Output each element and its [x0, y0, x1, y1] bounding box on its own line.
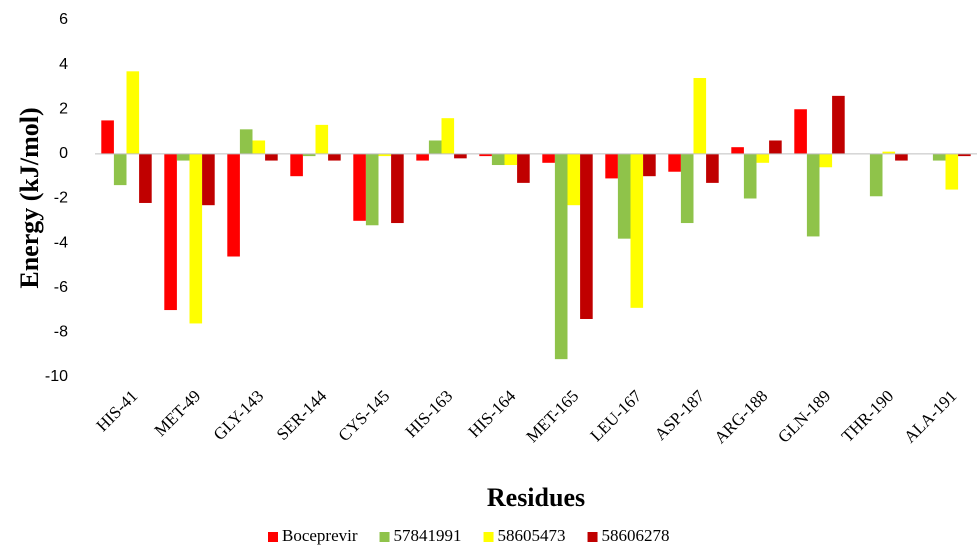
- legend-label: 58605473: [498, 526, 566, 545]
- bar: [605, 153, 618, 179]
- bar: [239, 129, 253, 154]
- bar: [794, 109, 807, 154]
- y-tick-label: -6: [54, 279, 68, 296]
- bar: [517, 153, 530, 183]
- x-axis-title: Residues: [487, 483, 585, 512]
- bar: [869, 153, 883, 197]
- bar: [643, 153, 656, 177]
- y-tick-label: 0: [59, 145, 68, 162]
- legend-label: 57841991: [394, 526, 462, 545]
- bar: [554, 153, 568, 360]
- x-tick-label: MET-165: [523, 386, 583, 446]
- legend-label: Boceprevir: [282, 526, 358, 545]
- y-tick-label: -2: [54, 190, 68, 207]
- bar: [743, 153, 757, 199]
- bar: [668, 153, 681, 172]
- bar: [353, 153, 366, 221]
- bar: [252, 140, 266, 154]
- bar: [680, 153, 694, 224]
- x-tick-label: HIS-41: [92, 386, 141, 435]
- bar: [365, 153, 379, 226]
- y-tick-label: 4: [59, 56, 68, 73]
- bar: [580, 153, 593, 319]
- bar: [479, 153, 492, 157]
- bar: [504, 153, 518, 166]
- bar: [189, 153, 203, 324]
- legend-label: 58606278: [602, 526, 670, 545]
- x-tick-label: ARG-188: [710, 386, 771, 447]
- bar: [315, 124, 329, 154]
- legend-swatch: [268, 532, 278, 542]
- x-tick-label: ALA-191: [900, 386, 960, 446]
- bar: [567, 153, 581, 206]
- bar: [542, 153, 555, 163]
- legend-swatch: [587, 532, 598, 542]
- bar: [441, 118, 455, 154]
- bar: [176, 153, 190, 161]
- x-tick-label: SER-144: [273, 386, 331, 444]
- bar: [428, 140, 442, 154]
- x-tick-label: LEU-167: [586, 386, 645, 445]
- x-tick-label: HIS-163: [401, 386, 456, 441]
- x-tick-label: HIS-164: [464, 386, 519, 441]
- bar: [202, 153, 215, 206]
- bar: [454, 153, 467, 159]
- y-tick-label: -8: [54, 324, 68, 341]
- bar: [290, 153, 303, 177]
- y-tick-label: 2: [59, 100, 68, 117]
- bar: [706, 153, 719, 183]
- bar: [630, 153, 644, 308]
- bar: [265, 153, 278, 161]
- bar: [126, 71, 140, 154]
- bar: [302, 153, 316, 157]
- bar: [391, 153, 404, 224]
- bar: [227, 153, 240, 257]
- bar: [328, 153, 341, 161]
- bar: [416, 153, 429, 161]
- bar: [617, 153, 631, 239]
- bar: [491, 153, 505, 166]
- bar: [378, 153, 392, 157]
- bar: [819, 153, 833, 168]
- legend-swatch: [483, 532, 494, 542]
- bar: [693, 78, 707, 154]
- x-tick-label: CYS-145: [334, 386, 393, 445]
- bar: [756, 153, 770, 163]
- x-tick-label: GLN-189: [774, 386, 834, 446]
- bar: [895, 153, 908, 161]
- bar: [806, 153, 820, 237]
- legend-swatch: [379, 532, 390, 542]
- x-tick-label: THR-190: [838, 386, 898, 446]
- bar: [139, 153, 152, 203]
- bar: [832, 95, 845, 154]
- bar: [769, 140, 782, 154]
- bar: [932, 153, 946, 161]
- bar: [101, 120, 114, 154]
- y-tick-label: -4: [54, 234, 68, 251]
- y-tick-label: -10: [45, 368, 68, 385]
- bar: [945, 153, 959, 190]
- bar: [882, 151, 896, 154]
- y-axis-title: Energy (kJ/mol): [15, 107, 44, 288]
- bar: [958, 153, 971, 157]
- bar: [164, 153, 177, 311]
- x-tick-label: MET-49: [151, 386, 205, 440]
- bar: [113, 153, 127, 186]
- x-tick-label: GLY-143: [210, 386, 268, 444]
- y-tick-label: 6: [59, 11, 68, 28]
- x-tick-label: ASP-187: [651, 386, 709, 444]
- bar: [731, 147, 744, 154]
